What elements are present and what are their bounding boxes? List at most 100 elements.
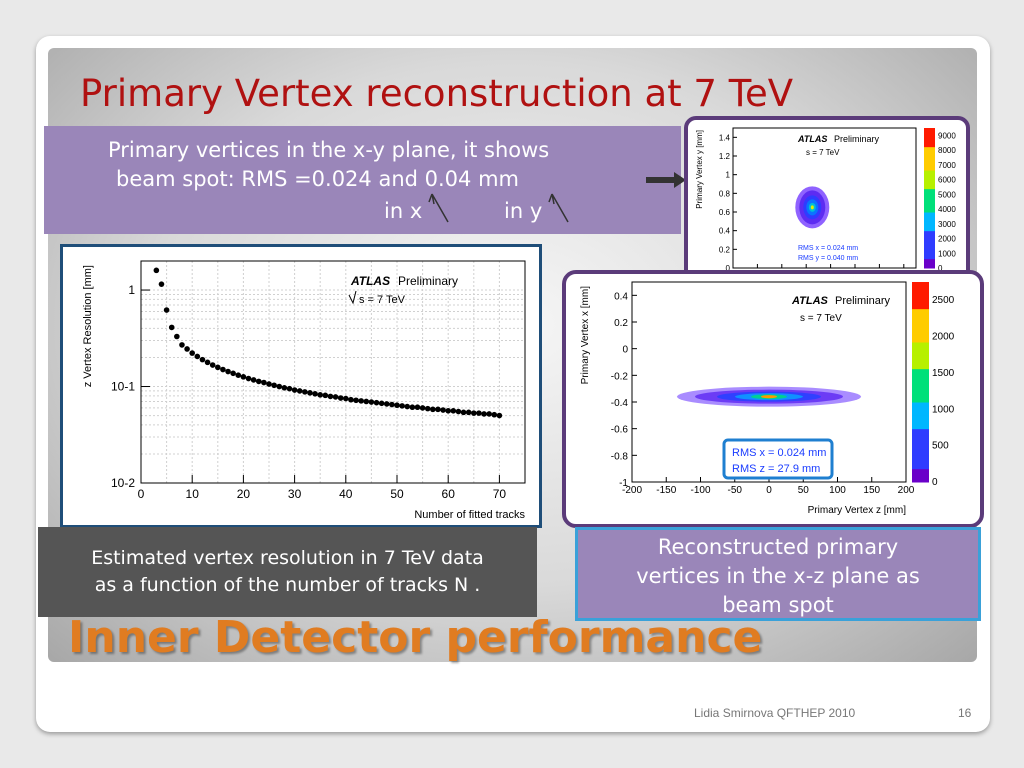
res-data-point: [286, 385, 293, 392]
xy-text-line1: Primary vertices in the x-y plane, it sh…: [108, 138, 550, 162]
res-data-point: [291, 387, 298, 393]
xz-colorbar-tick-label: 500: [932, 441, 949, 452]
res-x-axis-label: Number of fitted tracks: [414, 509, 525, 521]
xy-y-axis-label: Primary Vertex y [mm]: [695, 130, 704, 209]
xy-colorbar-segment: [924, 128, 935, 134]
xy-colorbar-segment: [924, 198, 935, 204]
res-data-point: [389, 401, 395, 408]
xy-y-tick-label: 1: [726, 171, 731, 180]
res-x-tick-label: 60: [442, 487, 456, 501]
xy-y-tick-label: 0: [726, 264, 731, 273]
xy-colorbar-segment: [924, 202, 935, 208]
res-data-point: [184, 346, 190, 352]
res-data-point: [240, 374, 247, 380]
xy-colorbar-tick-label: 1000: [938, 249, 956, 258]
res-data-point: [158, 281, 165, 287]
xz-energy-label: s = 7 TeV: [800, 313, 842, 324]
xz-colorbar-tick-label: 2500: [932, 295, 955, 306]
res-data-point: [322, 392, 329, 399]
res-x-tick-label: 50: [390, 487, 404, 501]
xy-colorbar-segment: [924, 156, 935, 162]
xz-rms-z-label: RMS z = 27.9 mm: [732, 463, 820, 475]
res-atlas-label: ATLAS: [350, 274, 390, 288]
xy-beam-spot: [810, 205, 814, 210]
xy-y-tick-label: 1.2: [719, 152, 731, 161]
xy-colorbar-segment: [924, 249, 935, 255]
footer-author: Lidia Smirnova QFTHEP 2010: [694, 706, 856, 720]
res-y-tick-label: 10-2: [111, 476, 135, 490]
xz-y-tick-label: -0.2: [611, 371, 629, 382]
xz-y-tick-label: 0.2: [614, 318, 628, 329]
xz-colorbar-segment: [912, 462, 929, 470]
res-data-point: [435, 406, 441, 413]
xz-colorbar-segment: [912, 342, 929, 350]
res-data-point: [261, 379, 267, 386]
xy-colorbar-segment: [924, 240, 935, 246]
xz-colorbar-tick-label: 0: [932, 477, 938, 488]
res-data-point: [215, 364, 221, 371]
xz-colorbar-segment: [912, 362, 929, 370]
xz-colorbar-segment: [912, 322, 929, 330]
res-energy-label: s = 7 TeV: [359, 294, 406, 306]
xz-x-tick-label: 100: [829, 485, 846, 496]
xy-colorbar-tick-label: 4000: [938, 205, 956, 214]
res-data-point: [378, 400, 385, 407]
xy-colorbar-tick-label: 3000: [938, 220, 956, 229]
xz-colorbar-segment: [912, 355, 929, 363]
res-data-point: [281, 384, 288, 391]
res-data-point: [230, 370, 236, 377]
res-data-point: [465, 409, 472, 416]
res-data-point: [414, 404, 421, 411]
res-data-point: [450, 408, 457, 414]
xz-colorbar-segment: [912, 475, 929, 483]
xy-colorbar-segment: [924, 216, 935, 222]
res-y-axis-label: z Vertex Resolution [mm]: [82, 265, 94, 387]
res-data-point: [302, 389, 308, 395]
xy-colorbar-segment: [924, 254, 935, 260]
xz-colorbar-segment: [912, 348, 929, 356]
xz-rms-x-label: RMS x = 0.024 mm: [732, 447, 826, 459]
res-data-point: [430, 406, 436, 413]
res-data-point: [343, 395, 349, 402]
xy-colorbar-tick-label: 5000: [938, 190, 956, 199]
xz-caption-line3: beam spot: [722, 593, 834, 617]
xz-colorbar-segment: [912, 448, 929, 456]
res-y-tick-label: 10-1: [111, 380, 135, 394]
res-data-point: [399, 403, 405, 409]
res-data-point: [455, 408, 462, 415]
res-data-point: [445, 408, 452, 414]
xy-colorbar-segment: [924, 137, 935, 143]
xy-colorbar-segment: [924, 160, 935, 166]
xy-rms-x-label: RMS x = 0.024 mm: [798, 245, 858, 252]
xz-colorbar-segment: [912, 428, 929, 436]
xz-colorbar-segment: [912, 382, 929, 390]
xz-y-tick-label: 0.4: [614, 291, 628, 302]
xz-colorbar-segment: [912, 302, 929, 310]
res-y-tick-label: 1: [128, 283, 135, 297]
xz-beam-spot: [761, 395, 777, 399]
slide-title: Primary Vertex reconstruction at 7 TeV: [80, 72, 794, 115]
xz-caption-line2: vertices in the x-z plane as: [636, 564, 920, 588]
res-data-point: [312, 391, 318, 397]
res-data-point: [471, 410, 477, 416]
xz-y-axis-label: Primary Vertex x [mm]: [580, 286, 591, 385]
xy-colorbar-segment: [924, 226, 935, 232]
resolution-plot-frame: 0 10 20 30 40 50 60 70 1 10-1 10-2 Number of fitted…: [60, 244, 542, 528]
xz-x-tick-label: 50: [798, 485, 810, 496]
xy-colorbar-segment: [924, 188, 935, 194]
xz-preliminary-label: Preliminary: [835, 295, 891, 307]
res-data-point: [220, 366, 226, 373]
xz-plot-frame: -200 -150 -100 -50 0 50 100 150 200 0.4 0.2 0 -0.2 -0…: [562, 270, 984, 528]
xy-colorbar-segment: [924, 221, 935, 227]
right-arrow-icon: [646, 172, 686, 188]
res-data-point: [486, 411, 492, 417]
xz-colorbar-segment: [912, 328, 929, 336]
xz-caption-line1: Reconstructed primary: [657, 535, 899, 559]
xz-y-tick-label: -0.8: [611, 451, 629, 462]
xy-colorbar-tick-label: 6000: [938, 176, 956, 185]
res-x-tick-label: 20: [237, 487, 251, 501]
xz-colorbar-segment: [912, 408, 929, 416]
res-data-point: [250, 377, 257, 383]
xy-colorbar-tick-label: 7000: [938, 161, 956, 170]
xy-text-line2: beam spot: RMS =0.024 and 0.04 mm: [116, 167, 519, 191]
